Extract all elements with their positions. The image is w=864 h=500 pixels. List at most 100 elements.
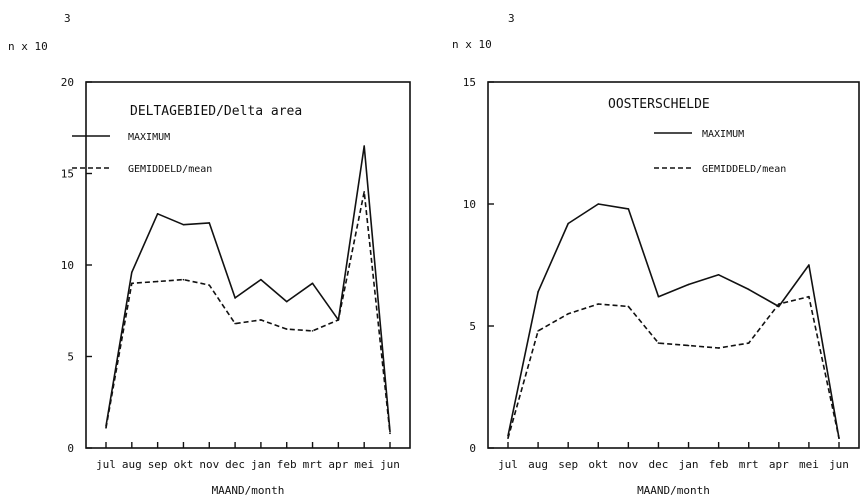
x-tick-label: jul [96,458,116,471]
x-tick-label: sep [148,458,168,471]
data-point [208,284,211,286]
data-point [311,330,314,332]
x-tick-label: nov [618,458,638,471]
y-tick-label: 15 [463,76,476,89]
data-point [507,437,509,440]
data-point [567,222,569,225]
data-point [285,328,288,330]
data-point [808,264,810,266]
data-point [234,322,236,325]
x-tick-label: jun [829,458,849,471]
data-point [337,319,340,321]
y-unit-exponent: 3 [64,12,71,25]
data-point [311,282,314,285]
data-point [260,278,262,281]
data-point [687,344,690,347]
data-point [131,271,133,274]
series-line [105,145,391,432]
data-point [131,282,133,285]
data-point [234,297,236,299]
x-axis-label: MAAND/month [212,484,285,497]
y-tick-label: 0 [67,442,74,455]
data-point [182,278,185,281]
plot-frame [487,81,860,449]
series-maximum [105,145,391,433]
series-maximum [507,203,840,440]
x-tick-label: mei [799,458,819,471]
data-point [537,330,539,332]
x-tick-label: dec [225,458,245,471]
data-point [717,273,720,276]
x-tick-label: aug [122,458,142,471]
x-tick-label: jul [498,458,518,471]
chart-title: DELTAGEBIED/Delta area [130,104,302,119]
data-point [627,305,630,308]
x-tick-label: mrt [739,458,759,471]
data-point [597,303,600,305]
data-point [778,305,780,308]
y-tick-label: 10 [61,259,74,272]
data-point [156,212,159,215]
data-point [747,288,750,291]
data-point [717,347,720,349]
y-tick-label: 15 [61,168,74,181]
x-tick-label: apr [769,458,789,471]
data-point [156,280,159,283]
data-point [363,191,365,193]
x-tick-label: okt [174,458,194,471]
series-line [507,295,840,439]
x-tick-label: jan [251,458,271,471]
data-point [537,291,539,293]
y-tick-label: 5 [469,320,476,333]
data-point [778,303,780,305]
x-tick-label: nov [199,458,219,471]
x-axis-label: MAAND/month [637,484,710,497]
y-unit-label: n x 10 [452,38,492,51]
x-tick-label: feb [277,458,297,471]
y-tick-label: 5 [67,351,74,364]
data-point [597,203,600,205]
data-point [747,342,750,344]
legend-label: GEMIDDELD/mean [702,164,786,175]
data-point [627,208,630,210]
series-line [105,191,391,434]
data-point [808,295,810,298]
data-point [363,145,365,147]
x-tick-label: jan [679,458,699,471]
y-tick-label: 20 [61,76,74,89]
y-tick-label: 10 [463,198,476,211]
data-point [389,432,391,435]
data-point [567,313,569,315]
chart-title: OOSTERSCHELDE [608,97,710,112]
x-tick-label: sep [558,458,578,471]
x-tick-label: aug [528,458,548,471]
data-point [687,283,690,286]
x-tick-label: jun [380,458,400,471]
data-point [389,430,391,433]
data-point [105,427,107,429]
legend-label: GEMIDDELD/mean [128,164,212,175]
y-tick-label: 0 [469,442,476,455]
y-unit-exponent: 3 [508,12,515,25]
data-point [657,342,660,344]
data-point [285,300,288,303]
data-point [657,295,660,298]
x-tick-label: okt [588,458,608,471]
legend-label: MAXIMUM [128,132,170,143]
data-point [260,319,262,321]
data-point [208,222,211,224]
series-mean [105,191,391,435]
x-tick-label: mrt [303,458,323,471]
series-line [507,203,840,439]
series-mean [507,295,840,440]
x-tick-label: feb [709,458,729,471]
x-tick-label: mei [354,458,374,471]
x-tick-label: dec [649,458,669,471]
chart-panel-2: n x 10 3 0 5 10 15 jul aug sep okt nov dec jan feb mrt… [452,12,860,497]
legend-label: MAXIMUM [702,129,744,140]
data-point [838,437,840,440]
x-tick-label: apr [328,458,348,471]
data-point [182,223,185,226]
